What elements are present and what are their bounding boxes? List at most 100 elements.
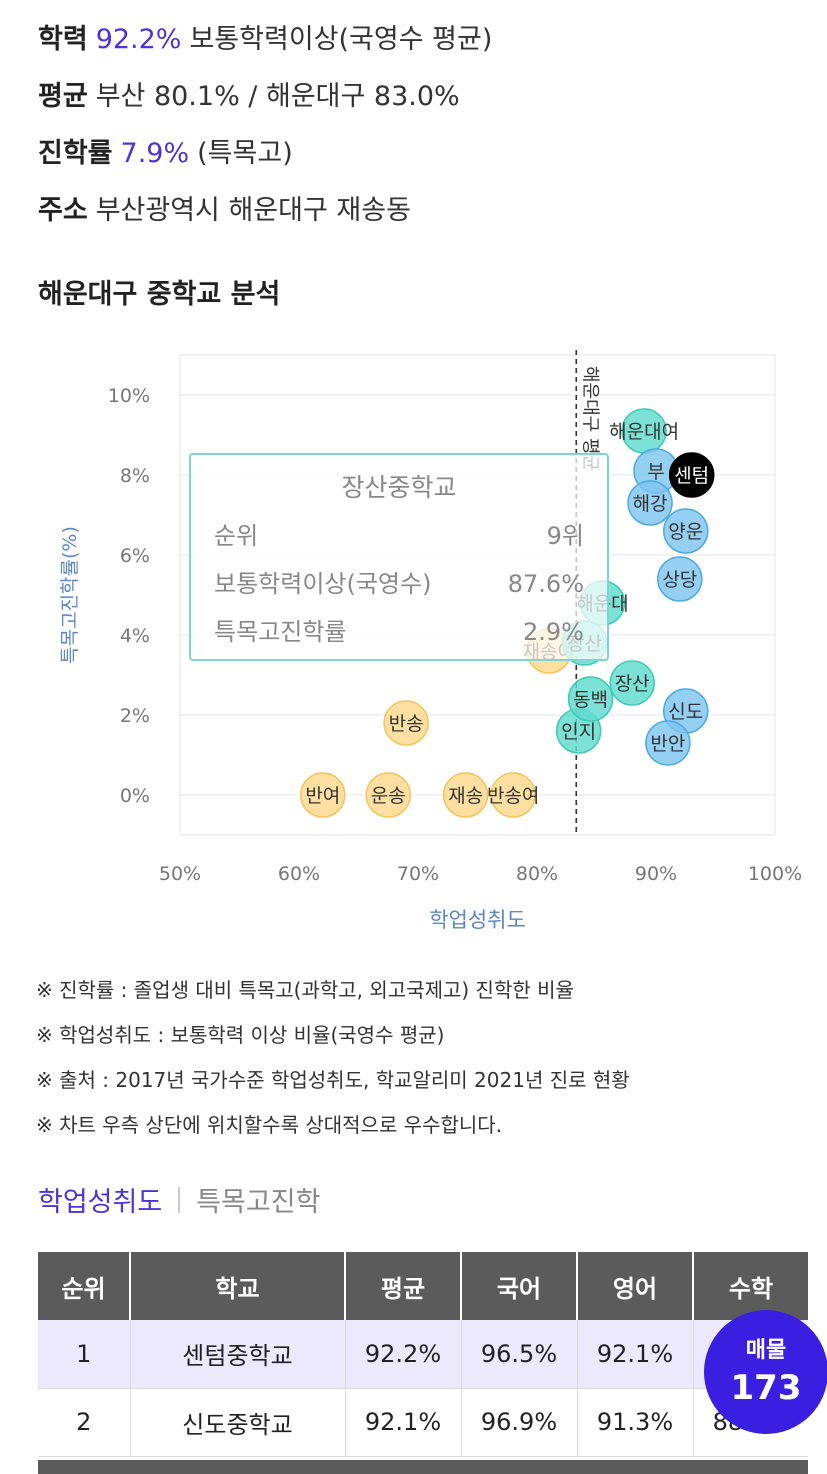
info-key: 진학률 xyxy=(38,138,113,169)
info-line-admission-rate: 진학률 7.9% (특목고) xyxy=(38,132,492,189)
info-line-achievement: 학력 92.2% 보통학력이상(국영수 평균) xyxy=(38,18,492,75)
school-point-label: 장산 xyxy=(615,673,650,695)
school-point[interactable] xyxy=(657,556,703,602)
info-text: (특목고) xyxy=(197,138,293,169)
cell-english: 92.1% xyxy=(577,1320,694,1389)
school-point-label: 해운대여 xyxy=(609,421,679,443)
header-average[interactable]: 평균 xyxy=(345,1252,462,1320)
x-tick-label: 100% xyxy=(748,863,802,885)
tooltip-box xyxy=(189,453,609,661)
school-point[interactable] xyxy=(645,720,691,766)
school-point[interactable] xyxy=(627,480,673,526)
school-point-label: 부 xyxy=(647,461,664,483)
tooltip-row-label: 보통학력이상(국영수) xyxy=(214,570,431,598)
tab-achievement[interactable]: 학업성취도 xyxy=(38,1187,163,1218)
school-point-label: 동백 xyxy=(573,689,608,711)
school-point-label: 반송 xyxy=(389,713,424,735)
info-accent-value: 92.2% xyxy=(95,24,182,55)
info-key: 주소 xyxy=(38,195,88,226)
cell-average: 92.2% xyxy=(345,1320,462,1389)
tooltip-row-value: 9위 xyxy=(547,522,584,550)
header-rank[interactable]: 순위 xyxy=(38,1252,131,1320)
header-math[interactable]: 수학 xyxy=(693,1252,808,1320)
school-summary: 학력 92.2% 보통학력이상(국영수 평균) 평균 부산 80.1% / 해운대구 … xyxy=(38,18,492,246)
chart-notes: ※ 진학률 : 졸업생 대비 특목고(과학고, 외고국제고) 진학한 비율 ※ … xyxy=(36,972,630,1152)
y-tick-label: 2% xyxy=(120,705,150,727)
header-english[interactable]: 영어 xyxy=(577,1252,694,1320)
x-tick-label: 60% xyxy=(278,863,320,885)
note-line: ※ 출처 : 2017년 국가수준 학업성취도, 학교알리미 2021년 진로 … xyxy=(36,1068,630,1092)
x-tick-label: 50% xyxy=(159,863,201,885)
x-tick-label: 70% xyxy=(397,863,439,885)
school-point[interactable] xyxy=(383,700,429,746)
tooltip-row-label: 순위 xyxy=(214,522,258,550)
y-tick-label: 6% xyxy=(120,545,150,567)
ranking-tabs: 학업성취도 특목고진학 xyxy=(38,1180,320,1219)
cell-rank: 1 xyxy=(38,1320,131,1389)
school-point-label: 반안 xyxy=(650,733,685,755)
school-point-label: 신도 xyxy=(668,701,703,723)
header-school[interactable]: 학교 xyxy=(130,1252,346,1320)
table-footer-bar xyxy=(38,1460,808,1474)
note-line: ※ 진학률 : 졸업생 대비 특목고(과학고, 외고국제고) 진학한 비율 xyxy=(36,978,574,1002)
chart-axes: 0% 2% 4% 6% 8% 10% 50% 60% 70% 80% 90% 100% 학업성취도 특목고… xyxy=(59,385,802,932)
tooltip-row-value: 87.6% xyxy=(508,570,584,598)
badge-count: 173 xyxy=(730,1368,802,1408)
school-point-label: 반송여 xyxy=(487,785,539,807)
note-line: ※ 학업성취도 : 보통학력 이상 비율(국영수 평균) xyxy=(36,1023,445,1047)
tab-special-high-school[interactable]: 특목고진학 xyxy=(196,1187,321,1218)
cell-rank: 2 xyxy=(38,1388,131,1457)
school-point-label: 상당 xyxy=(662,569,697,591)
y-tick-label: 0% xyxy=(120,785,150,807)
school-point-label: 해강 xyxy=(633,493,668,515)
table-header-row: 순위 학교 평균 국어 영어 수학 xyxy=(38,1252,808,1320)
cell-korean: 96.9% xyxy=(461,1388,578,1457)
listing-count-button[interactable]: 매물 173 xyxy=(704,1310,827,1434)
x-tick-label: 80% xyxy=(516,863,558,885)
school-point-label: 운송 xyxy=(371,785,406,807)
info-accent-value: 7.9% xyxy=(120,138,190,169)
y-tick-label: 8% xyxy=(120,465,150,487)
table-row[interactable]: 2 신도중학교 92.1% 96.9% 91.3% 88.2% xyxy=(38,1388,808,1457)
school-point[interactable] xyxy=(365,772,411,818)
tooltip-row-value: 2.9% xyxy=(523,618,584,646)
y-tick-label: 10% xyxy=(108,385,150,407)
section-title: 해운대구 중학교 분석 xyxy=(38,279,281,310)
cell-korean: 96.5% xyxy=(461,1320,578,1389)
school-point-label: 재송 xyxy=(448,785,483,807)
y-axis-title: 특목고진학률(%) xyxy=(59,526,81,664)
ranking-table: 순위 학교 평균 국어 영어 수학 1 센텀중학교 92.2% 96.5% 92… xyxy=(38,1252,808,1457)
school-point[interactable] xyxy=(442,772,489,818)
school-point[interactable] xyxy=(567,676,614,722)
tab-divider xyxy=(178,1186,181,1213)
y-tick-label: 4% xyxy=(120,625,150,647)
school-point[interactable] xyxy=(668,452,715,498)
school-point-label: 인지 xyxy=(561,721,596,743)
x-tick-label: 90% xyxy=(635,863,677,885)
badge-label: 매물 xyxy=(745,1338,787,1363)
tooltip-row-label: 특목고진학률 xyxy=(214,618,346,646)
school-point[interactable] xyxy=(609,660,655,706)
table-row[interactable]: 1 센텀중학교 92.2% 96.5% 92.1% xyxy=(38,1320,808,1389)
school-point[interactable] xyxy=(663,508,709,554)
average-reference: 해운대구 평균 xyxy=(575,350,600,835)
cell-school: 신도중학교 xyxy=(130,1388,346,1457)
school-point[interactable] xyxy=(490,772,536,818)
info-line-address: 주소 부산광역시 해운대구 재송동 xyxy=(38,189,492,246)
school-point[interactable] xyxy=(300,772,346,818)
scatter-chart[interactable]: 0% 2% 4% 6% 8% 10% 50% 60% 70% 80% 90% 100% 학업성취도 특목고… xyxy=(0,330,827,950)
info-text: 부산 80.1% / 해운대구 83.0% xyxy=(95,81,460,112)
info-key: 평균 xyxy=(38,81,88,112)
tooltip-title: 장산중학교 xyxy=(341,473,456,502)
header-korean[interactable]: 국어 xyxy=(461,1252,578,1320)
info-line-average: 평균 부산 80.1% / 해운대구 83.0% xyxy=(38,75,492,132)
info-text: 보통학력이상(국영수 평균) xyxy=(189,24,493,55)
info-key: 학력 xyxy=(38,24,88,55)
cell-english: 91.3% xyxy=(577,1388,694,1457)
info-text: 부산광역시 해운대구 재송동 xyxy=(95,195,411,226)
cell-average: 92.1% xyxy=(345,1388,462,1457)
school-point-label: 반여 xyxy=(305,785,340,807)
plot-frame xyxy=(179,354,776,836)
school-point-label: 양운 xyxy=(668,521,703,543)
